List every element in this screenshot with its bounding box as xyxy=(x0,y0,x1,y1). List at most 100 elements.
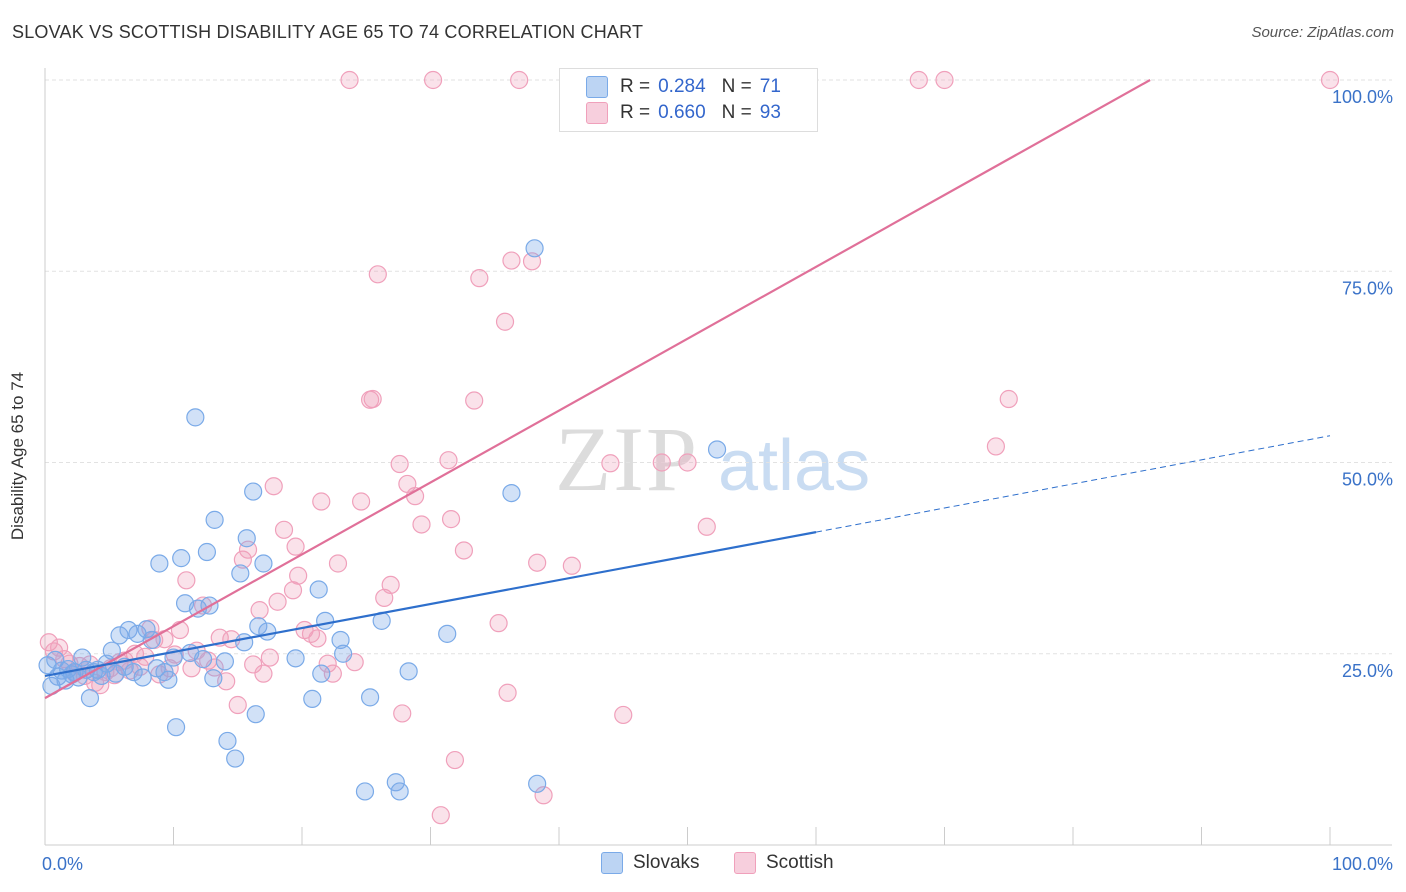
slovaks-point xyxy=(218,731,237,751)
slovaks-point xyxy=(707,440,727,459)
x-tick-label: 0.0% xyxy=(42,854,83,874)
scottish-point xyxy=(39,633,58,652)
scottish-point xyxy=(465,391,484,410)
scottish-point xyxy=(393,704,412,723)
scottish-point xyxy=(228,695,247,715)
scottish-point xyxy=(308,629,327,648)
slovaks-point xyxy=(254,554,273,573)
scottish-point xyxy=(439,451,458,470)
scottish-point xyxy=(340,70,359,90)
slovaks-point xyxy=(286,649,305,668)
r-label: R = xyxy=(620,76,651,97)
slovaks-point xyxy=(133,668,152,687)
scottish-point xyxy=(368,265,387,284)
scottish-point xyxy=(328,554,348,573)
slovaks-point xyxy=(399,662,418,681)
scottish-point xyxy=(909,70,928,90)
scottish-point xyxy=(986,437,1006,456)
slovaks-point xyxy=(244,482,263,501)
slovaks-point xyxy=(159,670,178,689)
n-label: N = xyxy=(721,102,752,123)
watermark-zip: ZIP xyxy=(555,408,699,510)
slovaks-r-value: 0.284 xyxy=(658,76,706,97)
scottish-point xyxy=(697,517,716,536)
scottish-point xyxy=(390,454,409,474)
slovaks-point xyxy=(215,652,234,671)
scottish-point xyxy=(498,683,517,702)
slovaks-swatch xyxy=(586,76,608,98)
slovaks-point xyxy=(204,669,223,688)
legend-row-slovaks: R = 0.284 N = 71 xyxy=(586,74,797,100)
y-tick-label: 100.0% xyxy=(1332,87,1393,107)
scottish-point xyxy=(445,750,465,770)
slovaks-trend-extension xyxy=(815,435,1331,533)
slovaks-trend-line xyxy=(44,531,817,678)
slovaks-point xyxy=(525,239,544,258)
scottish-n-value: 93 xyxy=(759,102,781,123)
scottish-point xyxy=(238,540,258,559)
r-label: R = xyxy=(620,102,651,123)
slovaks-point xyxy=(235,633,254,652)
slovaks-point xyxy=(309,580,328,599)
scottish-point xyxy=(254,664,273,683)
scottish-point xyxy=(381,575,400,595)
scottish-swatch xyxy=(586,102,608,124)
scottish-r-value: 0.660 xyxy=(658,102,706,123)
slovaks-point xyxy=(102,641,121,660)
scottish-point xyxy=(312,492,331,511)
chart-title: SLOVAK VS SCOTTISH DISABILITY AGE 65 TO … xyxy=(12,22,644,42)
slovaks-point xyxy=(80,689,100,708)
scottish-point xyxy=(233,550,252,569)
slovaks-point xyxy=(124,663,143,682)
scottish-point xyxy=(423,70,443,90)
scottish-trend-line xyxy=(44,79,1151,700)
slovaks-point xyxy=(390,782,409,801)
scottish-point xyxy=(318,654,337,673)
scottish-point xyxy=(352,492,371,511)
slovaks-point xyxy=(172,549,191,568)
scottish-point xyxy=(264,477,283,496)
scottish-point xyxy=(170,620,190,640)
y-tick-label: 25.0% xyxy=(1342,661,1393,681)
slovaks-point xyxy=(334,644,353,663)
scottish-point xyxy=(534,786,553,805)
scottish-point xyxy=(441,510,461,529)
scottish-point xyxy=(678,453,697,472)
slovaks-point xyxy=(303,689,322,708)
slovaks-point xyxy=(502,484,521,503)
bottom-legend-scottish: Scottish xyxy=(734,852,834,874)
scottish-legend-label: Scottish xyxy=(766,852,834,873)
slovaks-point xyxy=(331,630,350,650)
scottish-point xyxy=(1320,70,1340,90)
scottish-point xyxy=(601,454,620,473)
slovaks-point xyxy=(438,624,457,643)
scottish-point xyxy=(614,705,633,725)
scottish-point xyxy=(528,553,547,572)
x-tick-label: 100.0% xyxy=(1332,854,1393,874)
scottish-point xyxy=(260,648,279,667)
scottish-legend-swatch xyxy=(734,852,756,874)
scottish-point xyxy=(495,312,515,331)
slovaks-point xyxy=(258,622,277,641)
slovaks-point xyxy=(119,620,138,640)
y-tick-label: 50.0% xyxy=(1342,470,1393,490)
slovaks-point xyxy=(226,749,245,768)
slovaks-point xyxy=(237,529,256,548)
slovaks-point xyxy=(316,611,335,630)
scottish-point xyxy=(250,601,269,620)
slovaks-point xyxy=(106,664,125,683)
scottish-point xyxy=(935,70,954,90)
slovaks-point xyxy=(166,718,186,737)
legend-row-scottish: R = 0.660 N = 93 xyxy=(586,100,797,126)
slovaks-point xyxy=(150,554,169,573)
scottish-point xyxy=(502,251,521,270)
slovaks-legend-label: Slovaks xyxy=(633,852,700,873)
scottish-point xyxy=(363,389,382,409)
slovaks-point xyxy=(137,620,156,639)
scottish-point xyxy=(244,655,263,674)
slovaks-point xyxy=(186,408,205,427)
scottish-point xyxy=(286,537,305,556)
watermark-atlas: atlas xyxy=(718,426,870,506)
slovaks-point xyxy=(312,664,331,683)
